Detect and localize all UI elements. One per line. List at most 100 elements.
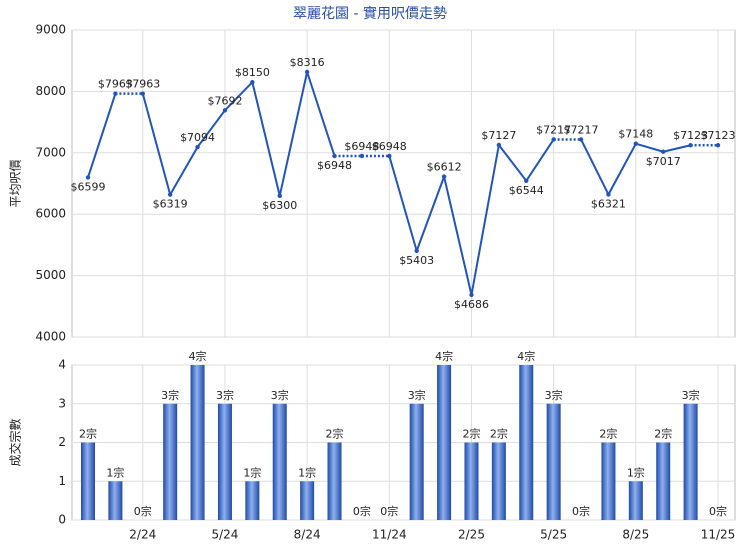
value-label: $8316 — [290, 56, 325, 69]
line-segment — [388, 155, 418, 252]
line-segment — [525, 138, 555, 182]
x-tick-label: 11/24 — [372, 528, 407, 542]
x-tick-label: 5/25 — [540, 528, 567, 542]
value-label: 1宗 — [298, 465, 316, 479]
bar — [546, 403, 561, 520]
line-segment — [87, 93, 117, 178]
value-label: 3宗 — [545, 388, 563, 402]
point — [578, 137, 584, 142]
bar — [491, 442, 506, 520]
y-tick-label: 1 — [58, 474, 66, 488]
line-segment — [278, 71, 309, 196]
bar — [300, 481, 315, 520]
line-segment — [196, 109, 226, 148]
value-label: $6321 — [591, 197, 626, 210]
line-segment — [470, 144, 500, 296]
line-segment — [306, 71, 336, 157]
bar — [190, 365, 205, 520]
y-tick-label: 8000 — [35, 84, 66, 98]
plot-area — [71, 29, 736, 338]
line-segment — [607, 143, 637, 195]
value-label: 1宗 — [106, 465, 124, 479]
point — [715, 143, 721, 148]
point — [304, 69, 310, 75]
point — [661, 149, 666, 154]
bar — [81, 442, 95, 520]
point — [332, 153, 337, 159]
point — [606, 192, 611, 197]
bar — [245, 481, 260, 520]
value-label: $7094 — [180, 131, 215, 144]
line-segment — [580, 139, 610, 195]
value-label: 1宗 — [243, 465, 261, 479]
point — [387, 153, 392, 159]
bar — [464, 442, 479, 520]
value-label: 4宗 — [517, 349, 535, 363]
value-label: 0宗 — [380, 504, 398, 518]
bar — [217, 403, 232, 520]
value-label: $6948 — [317, 159, 352, 172]
y-tick-label: 7000 — [35, 145, 66, 159]
x-tick-label: 2/25 — [458, 528, 485, 542]
x-tick-label: 2/24 — [129, 528, 156, 542]
value-label: $6948 — [372, 140, 407, 153]
bar — [272, 403, 287, 520]
value-label: 3宗 — [216, 388, 234, 402]
point — [195, 144, 200, 150]
value-label: $6300 — [262, 199, 297, 212]
line-segment — [415, 176, 446, 252]
chart-title: 翠麗花園 - 實用呎價走勢 — [293, 5, 447, 22]
value-label: 0宗 — [572, 504, 590, 518]
point — [222, 108, 228, 113]
value-label: $7217 — [536, 123, 571, 136]
point — [688, 143, 693, 148]
y-tick-label: 0 — [58, 513, 66, 527]
value-label: 2宗 — [79, 427, 97, 441]
point — [414, 248, 419, 254]
y-tick-label: 4000 — [35, 330, 66, 344]
value-label: $7963 — [125, 78, 160, 91]
value-label: 4宗 — [435, 349, 453, 363]
bar — [628, 481, 643, 520]
bar — [409, 403, 424, 520]
point — [359, 153, 365, 159]
line-segment — [498, 144, 528, 182]
y-axis-label: 平均呎價 — [9, 159, 23, 207]
value-label: $7123 — [673, 129, 708, 142]
point — [551, 137, 556, 142]
y-tick-label: 9000 — [35, 23, 66, 37]
point — [496, 142, 502, 148]
x-tick-label: 8/25 — [622, 528, 649, 542]
value-label: $6319 — [153, 198, 188, 211]
bar — [163, 403, 178, 520]
point — [250, 79, 255, 85]
point — [167, 192, 173, 197]
value-label: $7123 — [701, 129, 736, 142]
value-label: $6544 — [509, 184, 544, 197]
y-tick-label: 3 — [58, 396, 66, 410]
value-label: $6612 — [427, 161, 462, 174]
value-label: 4宗 — [189, 349, 207, 363]
bar — [601, 442, 616, 520]
bar — [683, 403, 698, 520]
value-label: 0宗 — [134, 504, 152, 518]
value-label: $7127 — [481, 129, 516, 142]
value-label: $7217 — [564, 123, 599, 136]
point — [441, 174, 447, 179]
y-tick-label: 4 — [58, 358, 66, 372]
line-segment — [224, 81, 254, 112]
line-segment — [169, 146, 199, 196]
point — [633, 141, 639, 146]
line-segment — [662, 144, 691, 153]
value-label: 2宗 — [462, 427, 480, 441]
x-tick-label: 5/24 — [211, 528, 238, 542]
value-label: 0宗 — [709, 504, 727, 518]
y-axis-label: 成交宗數 — [8, 418, 23, 466]
bar — [108, 481, 123, 520]
value-label: $8150 — [235, 66, 270, 79]
value-label: $7692 — [207, 94, 242, 107]
value-label: 3宗 — [408, 388, 426, 402]
value-label: $6948 — [344, 140, 379, 153]
y-tick-label: 2 — [58, 435, 66, 449]
value-label: $7963 — [98, 78, 133, 91]
